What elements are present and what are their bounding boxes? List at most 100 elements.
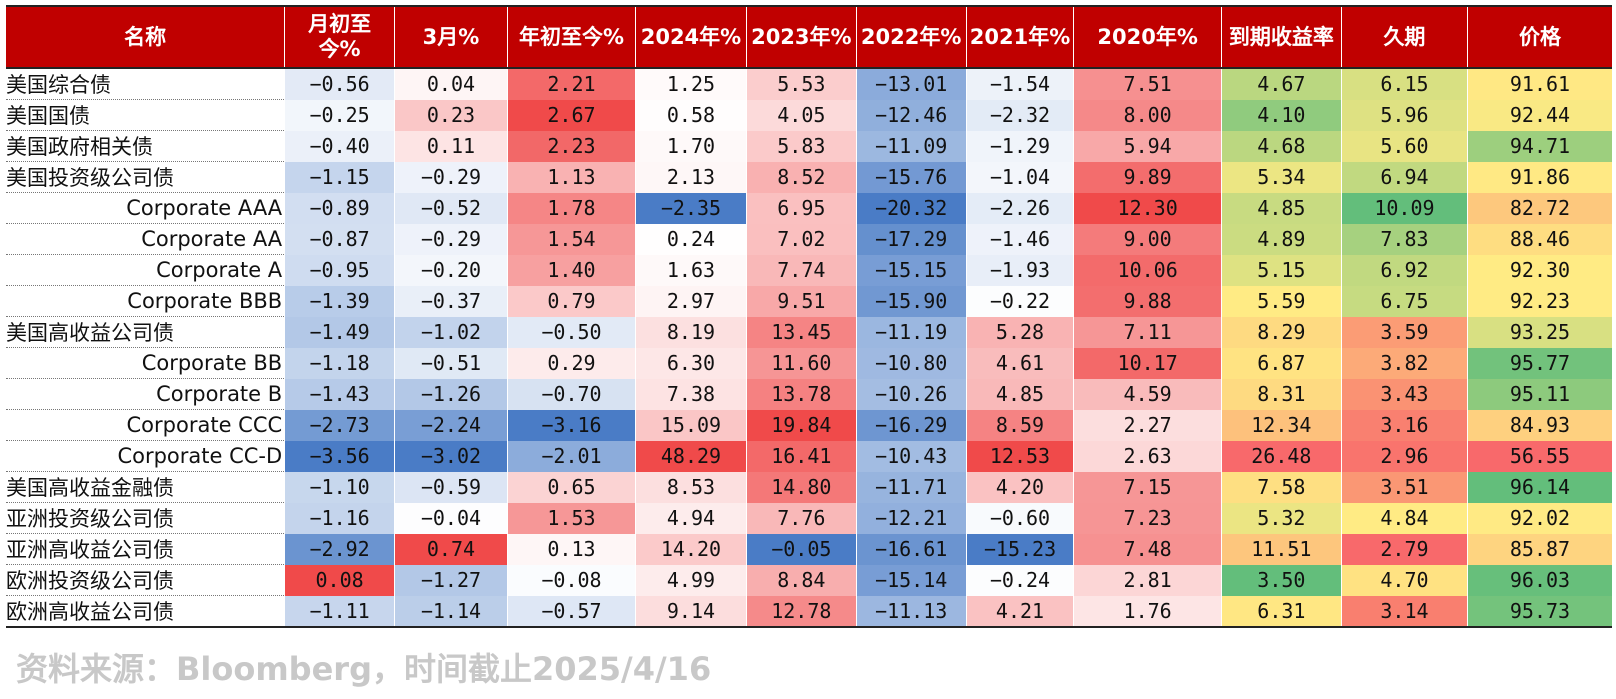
value-cell: −16.29 (855, 409, 967, 441)
value-cell: 7.23 (1073, 502, 1222, 534)
row-label: Corporate CC-D (6, 440, 285, 472)
table-row: Corporate CC-D −3.56 −3.02 −2.01 48.29 16.41−… (6, 440, 1612, 472)
value-cell: 7.11 (1073, 316, 1222, 348)
value-cell: −1.11 (284, 595, 395, 628)
value-cell: 0.65 (506, 471, 636, 503)
value-cell: 5.59 (1220, 285, 1342, 317)
value-cell: 82.72 (1467, 192, 1612, 224)
value-cell: −0.89 (284, 192, 395, 224)
table-row: 美国国债 −0.25 0.23 2.67 0.58 4.05 −12.46 −2.32 8.00… (6, 99, 1612, 131)
value-cell: −0.29 (394, 161, 508, 193)
value-cell: 9.14 (635, 595, 747, 628)
table-row: 欧洲投资级公司债 0.08 −1.27 −0.08 4.99 8.84 −15.14 −0.2… (6, 564, 1612, 596)
column-header: 2023年% (745, 5, 857, 69)
value-cell: −2.32 (965, 99, 1074, 131)
value-cell: 5.96 (1340, 99, 1468, 131)
table-row: 欧洲高收益公司债 −1.11 −1.14 −0.57 9.14 12.78 −11.13 4.… (6, 595, 1612, 628)
value-cell: 26.48 (1220, 440, 1342, 472)
value-cell: 6.75 (1340, 285, 1468, 317)
value-cell: 96.03 (1467, 564, 1612, 596)
value-cell: 3.59 (1340, 316, 1468, 348)
value-cell: −1.04 (965, 161, 1074, 193)
value-cell: −2.01 (506, 440, 636, 472)
value-cell: 7.83 (1340, 223, 1468, 255)
column-header: 3月% (394, 5, 508, 69)
value-cell: 4.84 (1340, 502, 1468, 534)
value-cell: 92.23 (1467, 285, 1612, 317)
value-cell: 2.79 (1340, 533, 1468, 565)
table-row: Corporate CCC −2.73 −2.24 −3.16 15.09 19.84 −1… (6, 409, 1612, 441)
value-cell: 2.23 (506, 130, 636, 162)
value-cell: −0.52 (394, 192, 508, 224)
value-cell: −2.92 (284, 533, 395, 565)
row-label: Corporate AAA (6, 192, 285, 224)
value-cell: 0.23 (394, 99, 508, 131)
value-cell: 3.50 (1220, 564, 1342, 596)
table-row: 亚洲投资级公司债 −1.16 −0.04 1.53 4.94 7.76 −12.21 −0.6… (6, 502, 1612, 534)
value-cell: 9.89 (1073, 161, 1222, 193)
column-header: 价格 (1467, 5, 1612, 69)
value-cell: −3.56 (284, 440, 395, 472)
value-cell: 11.51 (1220, 533, 1342, 565)
value-cell: 8.29 (1220, 316, 1342, 348)
value-cell: 0.58 (635, 99, 747, 131)
value-cell: −15.14 (855, 564, 967, 596)
value-cell: 0.08 (284, 564, 395, 596)
value-cell: −0.37 (394, 285, 508, 317)
value-cell: 14.20 (635, 533, 747, 565)
value-cell: 10.17 (1073, 347, 1222, 379)
value-cell: −1.15 (284, 161, 395, 193)
table-body: 美国综合债 −0.56 0.04 2.21 1.25 5.53 −13.01 −1.54 7.5… (6, 68, 1612, 628)
value-cell: −2.24 (394, 409, 508, 441)
value-cell: 6.92 (1340, 254, 1468, 286)
row-label: Corporate A (6, 254, 285, 286)
value-cell: 4.59 (1073, 378, 1222, 410)
value-cell: 1.13 (506, 161, 636, 193)
column-header: 2020年% (1073, 5, 1222, 69)
value-cell: 4.99 (635, 564, 747, 596)
value-cell: 9.00 (1073, 223, 1222, 255)
column-header: 名称 (6, 5, 285, 69)
value-cell: 1.78 (506, 192, 636, 224)
value-cell: −10.26 (855, 378, 967, 410)
value-cell: 13.78 (745, 378, 857, 410)
value-cell: 1.53 (506, 502, 636, 534)
value-cell: −3.16 (506, 409, 636, 441)
value-cell: −10.80 (855, 347, 967, 379)
column-header: 2022年% (855, 5, 967, 69)
value-cell: −11.71 (855, 471, 967, 503)
value-cell: 7.51 (1073, 68, 1222, 100)
value-cell: −1.27 (394, 564, 508, 596)
value-cell: 5.83 (745, 130, 857, 162)
value-cell: 95.77 (1467, 347, 1612, 379)
value-cell: 56.55 (1467, 440, 1612, 472)
value-cell: 6.31 (1220, 595, 1342, 628)
value-cell: 1.40 (506, 254, 636, 286)
row-label: 亚洲投资级公司债 (6, 502, 285, 534)
value-cell: −12.46 (855, 99, 967, 131)
value-cell: 1.63 (635, 254, 747, 286)
value-cell: −1.54 (965, 68, 1074, 100)
value-cell: 93.25 (1467, 316, 1612, 348)
value-cell: −1.49 (284, 316, 395, 348)
value-cell: −3.02 (394, 440, 508, 472)
value-cell: −0.22 (965, 285, 1074, 317)
column-header: 到期收益率 (1220, 5, 1342, 69)
table-row: 美国投资级公司债 −1.15 −0.29 1.13 2.13 8.52 −15.76 −1.0… (6, 161, 1612, 193)
value-cell: 4.68 (1220, 130, 1342, 162)
value-cell: 5.28 (965, 316, 1074, 348)
value-cell: −1.39 (284, 285, 395, 317)
table-row: 美国高收益金融债 −1.10 −0.59 0.65 8.53 14.80 −11.71 4.2… (6, 471, 1612, 503)
value-cell: 96.14 (1467, 471, 1612, 503)
value-cell: −0.51 (394, 347, 508, 379)
value-cell: 6.95 (745, 192, 857, 224)
value-cell: 4.05 (745, 99, 857, 131)
value-cell: −0.95 (284, 254, 395, 286)
value-cell: −1.18 (284, 347, 395, 379)
value-cell: 95.11 (1467, 378, 1612, 410)
table-row: Corporate A −0.95 −0.20 1.40 1.63 7.74 −15.15−… (6, 254, 1612, 286)
value-cell: −1.93 (965, 254, 1074, 286)
column-header: 2021年% (965, 5, 1074, 69)
value-cell: 8.53 (635, 471, 747, 503)
table-row: Corporate AAA −0.89 −0.52 1.78 −2.35 6.95 −20.… (6, 192, 1612, 224)
